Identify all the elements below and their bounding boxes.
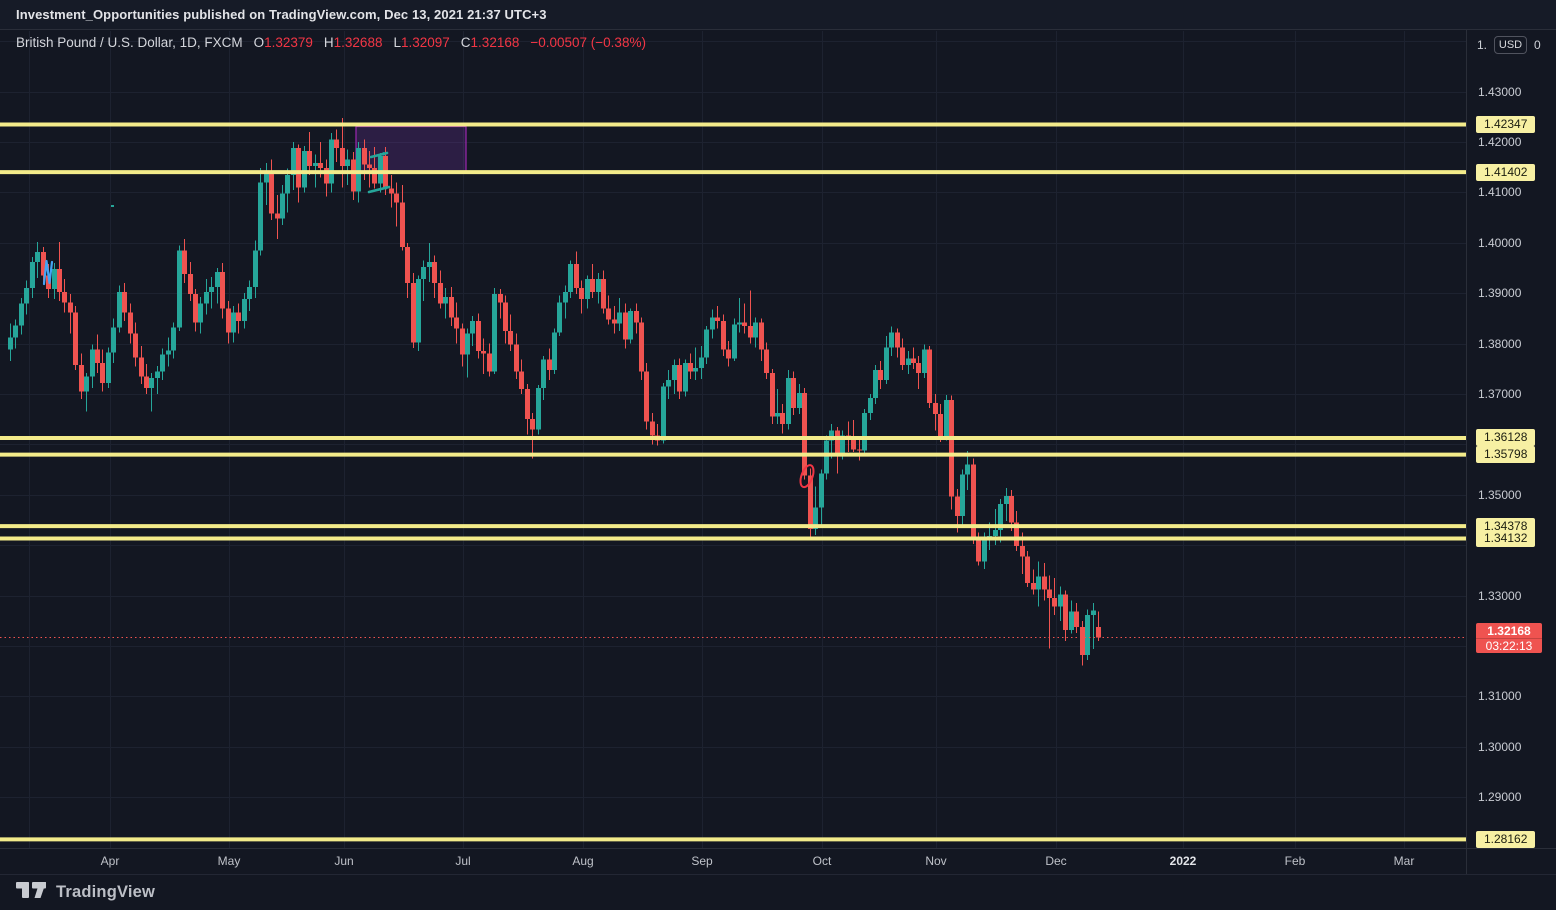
time-axis[interactable]: Apr May Jun Jul Aug Sep Oct Nov Dec 2022 Feb Mar <box>0 849 1466 874</box>
footer-border <box>0 874 1556 875</box>
publish-banner-text: Investment_Opportunities published on Tr… <box>16 7 547 22</box>
key-level-price-label: 1.36128 <box>1476 429 1536 447</box>
time-axis-label: 2022 <box>1169 854 1197 868</box>
time-axis-label: Nov <box>925 854 947 868</box>
clipped-price-label-right: 0 <box>1534 38 1541 52</box>
tradingview-logo[interactable]: TradingView <box>16 881 155 903</box>
price-axis-label: 1.42000 <box>1478 135 1522 149</box>
symbol-title: British Pound / U.S. Dollar, 1D, FXCM <box>16 35 243 50</box>
time-axis-label: Jun <box>334 854 354 868</box>
key-level-price-label: 1.42347 <box>1476 116 1536 133</box>
key-level-price-label: 1.35798 <box>1476 446 1536 464</box>
price-axis-label: 1.35000 <box>1478 487 1522 502</box>
price-axis-label: 1.30000 <box>1478 739 1522 754</box>
time-axis-label: Feb <box>1284 854 1306 868</box>
clipped-price-label-left: 1. <box>1477 38 1488 52</box>
symbol-legend: British Pound / U.S. Dollar, 1D, FXCM O1.… <box>16 35 646 53</box>
bar-countdown: 03:22:13 <box>1476 637 1542 653</box>
key-level-price-label: 1.34132 <box>1476 530 1536 548</box>
price-axis-label: 1.31000 <box>1478 689 1522 704</box>
tradingview-logo-text: TradingView <box>56 882 156 901</box>
tick-artifact <box>111 205 114 207</box>
ohlc-low-value: 1.32097 <box>400 35 450 50</box>
breakdown-ellipse <box>799 464 815 489</box>
ohlc-open-value: 1.32379 <box>264 35 313 50</box>
squiggle-annotation <box>42 259 54 286</box>
price-axis-label: 1.37000 <box>1478 387 1522 401</box>
key-level-price-label: 1.28162 <box>1476 830 1536 848</box>
change-readout: −0.00507 (−0.38%) <box>530 35 646 50</box>
last-price-value: 1.32168 <box>1487 623 1531 638</box>
price-axis-label: 1.39000 <box>1478 286 1522 301</box>
arrow-head-icon <box>382 151 387 157</box>
time-axis-label: Apr <box>100 854 120 868</box>
supply-zone-box <box>355 125 467 173</box>
time-axis-label: May <box>217 854 241 868</box>
arrow-head-icon <box>384 185 389 191</box>
ohlc-open-letter: O <box>253 35 265 50</box>
price-axis-label: 1.40000 <box>1478 235 1522 250</box>
candles <box>8 117 1101 666</box>
time-axis-label: Oct <box>812 854 832 868</box>
price-axis-label: 1.33000 <box>1478 588 1522 603</box>
ohlc-close-letter: C <box>460 35 471 50</box>
tradingview-logo-icon <box>16 882 46 898</box>
time-axis-label: Mar <box>1393 854 1415 868</box>
ohlc-high-value: 1.32688 <box>333 35 383 50</box>
price-axis[interactable]: 1.43000 1.42000 1.41000 1.40000 1.39000 1.380… <box>1467 30 1556 848</box>
ohlc-low-letter: L <box>393 35 401 50</box>
time-axis-label: Dec <box>1045 854 1067 868</box>
publish-banner: Investment_Opportunities published on Tr… <box>0 0 1556 30</box>
price-axis-label: 1.29000 <box>1478 790 1522 805</box>
time-axis-label: Jul <box>455 854 471 868</box>
ohlc-close-value: 1.32168 <box>470 35 520 50</box>
top-axis-row: 1. 0 USD <box>1477 36 1541 54</box>
last-price-label: 1.32168 03:22:13 <box>1476 622 1542 653</box>
time-axis-label: Aug <box>572 854 594 868</box>
time-axis-label: Sep <box>691 854 713 868</box>
ohlc-high-letter: H <box>323 35 334 50</box>
price-axis-label: 1.43000 <box>1478 84 1522 99</box>
currency-toggle-button[interactable]: USD <box>1494 36 1527 54</box>
price-axis-border <box>1466 30 1467 874</box>
price-axis-label: 1.38000 <box>1478 336 1522 351</box>
key-level-price-label: 1.41402 <box>1476 163 1536 181</box>
price-axis-label: 1.41000 <box>1478 185 1522 200</box>
time-axis-border <box>0 848 1556 849</box>
